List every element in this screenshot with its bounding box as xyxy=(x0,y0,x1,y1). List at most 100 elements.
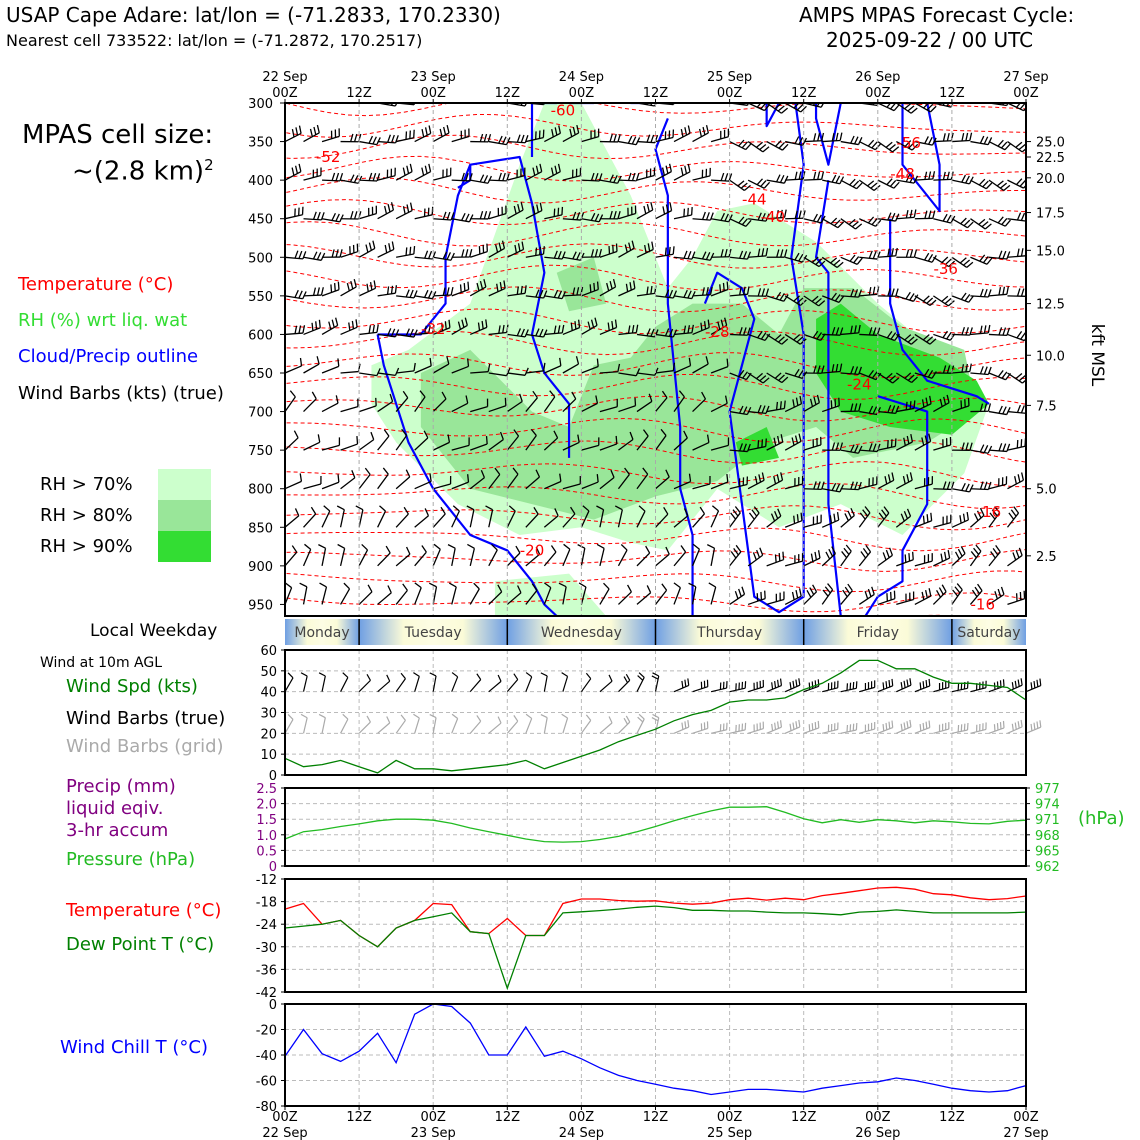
wind-barb-flag xyxy=(941,256,949,263)
wind-barb-flag xyxy=(302,325,306,334)
wind-barb-flag xyxy=(886,330,893,339)
wind-barb-shaft xyxy=(525,397,538,412)
wind-barb-flag xyxy=(383,429,390,437)
wind-barb-shaft xyxy=(358,439,375,451)
weekday-label: Thursday xyxy=(696,625,762,641)
pressure-tick-label: 800 xyxy=(248,483,273,498)
temperature-contour-8 xyxy=(285,264,1026,291)
top-time-label: 00Z xyxy=(569,86,595,101)
wind-barb-flag xyxy=(424,165,428,174)
wind-barb-flag xyxy=(557,163,561,172)
wind-barb-shaft xyxy=(840,590,853,605)
wind-barb-shaft xyxy=(488,179,507,182)
wind-barb-shaft xyxy=(321,444,340,451)
kft-tick-label: 20.0 xyxy=(1036,172,1065,187)
wind-barb-shaft xyxy=(432,586,438,605)
wind-barb-flag xyxy=(448,582,457,588)
wind-barb-flag xyxy=(905,210,909,219)
wind-barb-flag xyxy=(894,333,900,341)
wind-barb-shaft xyxy=(506,435,520,451)
wind-barb-shaft xyxy=(1007,141,1023,153)
wind-barb-shaft xyxy=(914,256,933,263)
pressure-legend: Pressure (hPa) xyxy=(66,849,196,870)
wind-barb-flag xyxy=(776,210,779,219)
wind-barb-flag xyxy=(746,103,750,106)
wind-barb-flag xyxy=(965,175,970,184)
grid-wind-barb xyxy=(784,726,801,734)
wind-barb-shaft xyxy=(933,333,951,341)
wind-barb-shaft xyxy=(395,476,411,490)
wind-barb-shaft xyxy=(969,550,982,567)
wind-barb-flag xyxy=(948,260,956,268)
wind-barb-flag xyxy=(353,133,358,142)
wind-barb-flag xyxy=(687,720,690,728)
wind-barb-flag xyxy=(944,297,952,305)
wind-barb-flag xyxy=(938,587,944,595)
wind-barb-shaft xyxy=(951,333,970,336)
grid-wind-barb xyxy=(1007,726,1023,734)
wind-barb-shaft xyxy=(506,552,521,567)
wind-barb-flag xyxy=(924,171,928,180)
wind-barb-shaft xyxy=(821,295,840,303)
wind-barb-shaft xyxy=(377,209,394,220)
wind-barb-flag xyxy=(532,206,536,215)
wind-barb-flag xyxy=(461,249,465,258)
wind-barb-flag xyxy=(535,289,540,298)
wind-barb-flag xyxy=(627,135,633,144)
wind-barb-flag xyxy=(570,506,576,515)
left-tick-label: -40 xyxy=(256,1049,277,1064)
cycle-title: AMPS MPAS Forecast Cycle: xyxy=(799,3,1075,27)
wind-barb-flag xyxy=(446,252,452,260)
true-wind-barb xyxy=(914,685,930,693)
wind-barb-shaft xyxy=(285,587,293,605)
wind-barb-shaft xyxy=(321,289,340,297)
wind-barb-flag xyxy=(311,322,314,331)
wind-barb-flag xyxy=(991,509,998,517)
wind-barb-flag xyxy=(864,506,871,514)
wind-barb-flag xyxy=(927,253,934,262)
wind-barb-flag xyxy=(351,470,356,478)
true-wind-barb xyxy=(784,684,801,693)
wind-barb-flag xyxy=(923,368,930,377)
wind-barb-flag xyxy=(497,584,503,593)
wind-barb-shaft xyxy=(747,179,765,189)
wind-barb-flag xyxy=(930,512,933,521)
wind-barb-flag xyxy=(765,247,769,256)
wind-barb-flag xyxy=(968,295,974,303)
right-tick-label: 974 xyxy=(1035,798,1060,813)
wind-barb-flag xyxy=(665,469,670,478)
wind-barb-flag xyxy=(705,252,711,260)
wind-barb-flag xyxy=(942,365,947,374)
wind-barb-flag xyxy=(1038,375,1044,380)
wind-barb-flag xyxy=(414,582,422,589)
wind-barb-shaft xyxy=(321,481,340,490)
wind-barb-shaft xyxy=(414,515,429,528)
wind-barb-flag xyxy=(661,167,666,176)
wind-barb-flag xyxy=(871,141,878,149)
wind-barb-flag xyxy=(730,551,737,559)
bottom-date-label: 24 Sep xyxy=(559,1126,604,1140)
grid-wind-barb xyxy=(859,728,875,734)
wind-barb-shaft xyxy=(766,179,785,184)
wind-barb-flag xyxy=(709,212,714,221)
wind-barb-flag xyxy=(1038,106,1044,111)
wind-barb-flag xyxy=(942,171,946,180)
top-time-label: 12Z xyxy=(643,86,669,101)
wind-barb-flag xyxy=(961,326,966,335)
wind-barb-flag xyxy=(906,721,909,729)
weekday-label: Saturday xyxy=(957,625,1020,641)
wind-barb-flag xyxy=(459,284,462,293)
wind-barb-flag xyxy=(961,482,966,491)
wind-barb-shaft xyxy=(729,140,747,151)
wind-barb-flag xyxy=(617,134,621,143)
wind-barb-flag xyxy=(795,721,798,729)
top-time-label: 00Z xyxy=(865,86,891,101)
wind-barb-flag xyxy=(339,173,344,182)
wind-barb-flag xyxy=(856,182,863,190)
wind-barb-flag xyxy=(856,257,863,265)
pressure-tick-label: 550 xyxy=(248,290,273,305)
wind-barb-flag xyxy=(477,322,481,331)
top-date-label: 23 Sep xyxy=(411,70,456,85)
wind-barb-flag xyxy=(979,254,986,262)
wind-barb-flag xyxy=(778,553,781,562)
